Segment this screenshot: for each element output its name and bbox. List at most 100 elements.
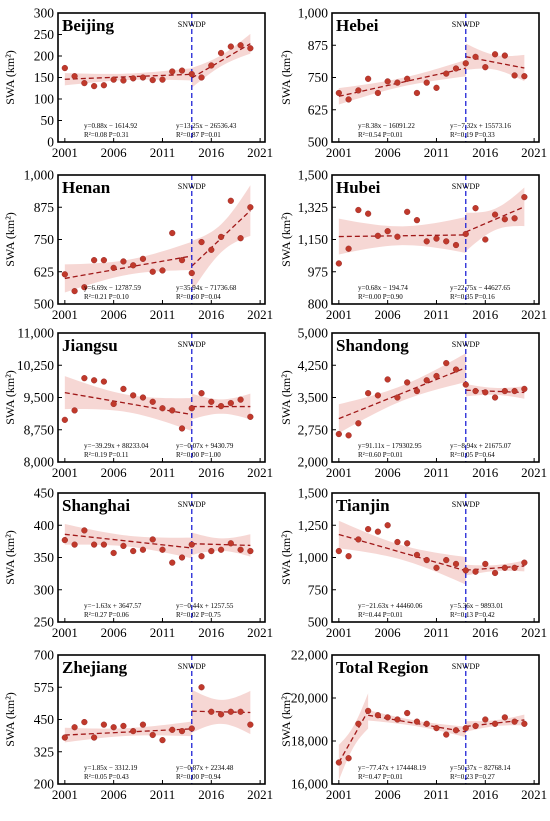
chart-panel-henan: SNWDP 500 625 750 875 1,000 2001 2006 2011 2016 20… <box>3 168 273 323</box>
x-tick-label: 2011 <box>424 787 450 802</box>
confidence-band-2 <box>465 383 525 399</box>
data-point <box>462 230 469 238</box>
data-point <box>433 235 440 242</box>
data-point <box>521 720 528 727</box>
regression-annotation: y=8.38x − 16091.22 <box>358 122 415 130</box>
data-point <box>374 89 381 97</box>
trend-line-1 <box>64 255 192 280</box>
data-point <box>247 547 254 555</box>
data-point <box>443 556 450 564</box>
x-tick-label: 2006 <box>375 787 402 802</box>
regression-annotation: R²=0.60 P=0.01 <box>358 451 403 459</box>
y-axis-label: SWA (km²) <box>279 692 293 747</box>
y-tick-label: 300 <box>34 582 55 597</box>
data-point <box>335 89 342 97</box>
y-tick-label: 400 <box>34 518 55 533</box>
y-tick-label: 250 <box>34 27 55 42</box>
y-tick-label: 325 <box>34 744 55 759</box>
data-point <box>394 716 401 723</box>
data-point <box>443 238 450 245</box>
data-point <box>71 73 78 80</box>
data-point <box>159 405 166 412</box>
data-point <box>110 724 117 731</box>
data-point <box>159 737 166 744</box>
data-point <box>491 569 499 577</box>
snwdp-label: SNWDP <box>452 340 481 349</box>
data-point <box>208 246 215 253</box>
x-tick-label: 2021 <box>247 465 273 480</box>
snwdp-label: SNWDP <box>452 182 481 191</box>
x-tick-label: 2001 <box>52 145 78 160</box>
data-point <box>433 724 440 732</box>
x-tick-label: 2016 <box>198 625 225 640</box>
x-tick-label: 2011 <box>150 625 176 640</box>
x-tick-label: 2011 <box>150 307 176 322</box>
data-point <box>247 45 254 52</box>
x-tick-label: 2006 <box>375 465 402 480</box>
data-point <box>384 714 391 721</box>
regression-annotation: R²=0.00 P=0.90 <box>358 293 403 301</box>
x-tick-label: 2016 <box>472 465 499 480</box>
data-point <box>120 385 127 393</box>
y-tick-label: 350 <box>34 550 55 565</box>
data-point <box>501 714 508 721</box>
y-tick-label: 450 <box>34 712 55 727</box>
y-tick-label: 450 <box>34 486 55 501</box>
data-point <box>169 229 176 237</box>
y-axis-label: SWA (km²) <box>279 50 293 105</box>
x-tick-label: 2021 <box>521 625 547 640</box>
x-tick-label: 2011 <box>150 787 176 802</box>
y-tick-label: 0 <box>47 135 54 150</box>
y-axis-label: SWA (km²) <box>3 530 17 585</box>
data-point <box>61 416 68 423</box>
data-point <box>198 684 205 691</box>
data-point <box>472 568 479 575</box>
data-point <box>345 96 352 103</box>
chart-panel-hubei: SNWDP 800 975 1,150 1,325 1,500 2001 2006 2011 20… <box>279 168 547 323</box>
data-point <box>159 267 166 274</box>
data-point <box>149 731 156 739</box>
data-point <box>237 396 244 403</box>
data-point <box>521 385 528 393</box>
data-point <box>81 718 88 726</box>
y-tick-label: 5,000 <box>298 326 329 341</box>
regression-annotation: y=1.85x − 3312.19 <box>84 764 138 772</box>
x-tick-label: 2021 <box>521 787 547 802</box>
y-tick-label: 975 <box>308 264 329 279</box>
y-tick-label: 575 <box>34 680 55 695</box>
data-point <box>511 718 518 725</box>
regression-annotation: y=−39.29x + 88233.04 <box>84 442 149 450</box>
data-point <box>394 79 401 86</box>
data-point <box>482 716 489 723</box>
data-point <box>501 52 508 59</box>
data-point <box>462 724 469 732</box>
data-point <box>462 567 469 574</box>
snwdp-label: SNWDP <box>178 20 207 29</box>
y-tick-label: 2,000 <box>298 455 329 470</box>
data-point <box>217 49 225 57</box>
regression-annotation: y=5.36x − 9893.01 <box>450 602 504 610</box>
trend-line-2 <box>465 206 525 233</box>
regression-annotation: R²=0.60 P=0.04 <box>176 293 221 301</box>
x-tick-label: 2001 <box>52 465 78 480</box>
data-point <box>374 528 381 535</box>
regression-annotation: y=−77.47x + 174448.19 <box>358 764 426 772</box>
data-point <box>71 541 78 548</box>
data-point <box>452 366 460 373</box>
data-point <box>433 564 440 571</box>
data-point <box>110 400 117 408</box>
data-point <box>365 210 372 217</box>
regression-annotation: y=13.25x − 26536.43 <box>176 122 237 130</box>
data-point <box>217 233 225 241</box>
chart-title: Henan <box>62 178 111 197</box>
data-point <box>198 390 205 397</box>
data-point <box>501 387 508 395</box>
data-point <box>452 241 460 249</box>
x-tick-label: 2001 <box>326 465 352 480</box>
data-point <box>169 559 176 566</box>
y-axis-label: SWA (km²) <box>3 212 17 267</box>
y-tick-label: 625 <box>308 102 329 117</box>
confidence-band-1 <box>338 217 466 255</box>
y-tick-label: 2,750 <box>298 422 329 437</box>
